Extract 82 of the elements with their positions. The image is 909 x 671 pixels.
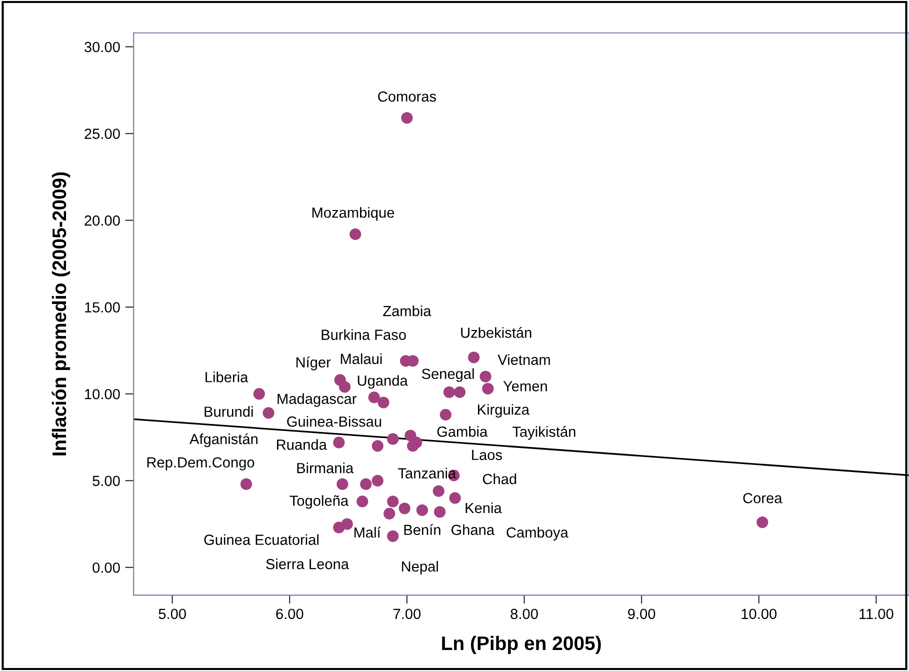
annotation: Malaui (340, 353, 382, 364)
annotation: Liberia (206, 372, 248, 382)
point (356, 496, 368, 508)
point (350, 228, 362, 240)
point (372, 474, 384, 486)
annotation: Birmania (297, 462, 354, 474)
point (482, 382, 494, 394)
annotation: Nepal (402, 560, 438, 575)
y-tick-label: 0.00 (92, 562, 120, 573)
annotation: Uganda (358, 375, 408, 389)
annotation: Ghana (451, 524, 495, 536)
x-tick-label: 9.00 (628, 608, 656, 620)
x-tick-label: 5.00 (158, 608, 186, 620)
x-tick-label: 8.00 (510, 608, 538, 620)
annotation: Mozambique (312, 207, 394, 221)
annotation: Afganistán (190, 433, 258, 448)
point (387, 433, 399, 445)
x-axis-title: Ln (Pibp en 2005) (442, 636, 601, 654)
point (454, 386, 466, 398)
point (336, 478, 348, 490)
x-tick-label: 10.00 (742, 608, 777, 620)
point (434, 506, 446, 518)
point (368, 392, 380, 404)
annotation: Camboya (506, 526, 568, 541)
point (387, 496, 399, 508)
annotation: Togoleña (290, 495, 349, 509)
point (406, 440, 419, 452)
annotation: Kirguiza (478, 404, 530, 418)
annotation: Comoras (378, 91, 436, 102)
annotation: Ruanda (277, 439, 327, 450)
point (440, 408, 452, 420)
annotation: Vietnam (498, 354, 550, 365)
point (416, 504, 428, 516)
annotation: Chad (482, 473, 516, 484)
annotation: Kenia (466, 502, 502, 514)
y-tick-label: 10.00 (85, 388, 120, 400)
point (756, 516, 768, 528)
y-tick-label: 30.00 (84, 42, 120, 52)
y-axis-title: Inflación promedio (2005-2009) (52, 172, 70, 456)
annotation: Madagascar (278, 393, 357, 407)
annotation: Gambia (437, 426, 488, 437)
annotation: Uzbekistán (461, 327, 532, 338)
point (253, 388, 265, 400)
annotation: Guinea-Bissau (287, 416, 382, 427)
point (341, 518, 353, 530)
point (240, 478, 252, 490)
point (398, 502, 410, 514)
annotation: Laos (472, 450, 502, 460)
annotation: Rep.Dem.Congo (147, 457, 254, 470)
point (262, 407, 274, 419)
point (338, 381, 351, 393)
annotation: Malí (354, 526, 381, 538)
point (384, 508, 396, 520)
x-tick-label: 7.00 (394, 608, 421, 620)
point (432, 485, 444, 497)
annotation: Benín (404, 524, 440, 536)
point (378, 396, 390, 408)
x-tick-label: 11.00 (860, 608, 894, 620)
point (333, 436, 345, 448)
annotation: Sierra Leona (266, 558, 349, 570)
y-tick-label: 15.00 (85, 302, 120, 313)
y-tick-label: 25.00 (84, 128, 120, 139)
y-tick-label: 20.00 (84, 215, 120, 226)
annotation: Senegal (422, 368, 474, 382)
point (372, 440, 384, 452)
annotation: Tayikistán (512, 426, 576, 440)
annotation: Burundi (204, 406, 253, 417)
annotation: Corea (743, 492, 782, 504)
point (480, 370, 492, 382)
point (387, 530, 399, 542)
point (443, 386, 455, 398)
y-tick-label: 5.00 (92, 476, 120, 486)
annotation: Guinea Ecuatorial (204, 534, 318, 545)
point (468, 352, 480, 364)
point (360, 478, 372, 490)
x-tick-label: 6.00 (276, 608, 304, 620)
annotation: Zambia (383, 305, 432, 316)
annotation: Yemen (503, 381, 547, 392)
annotation: Burkina Faso (322, 329, 406, 340)
point (449, 492, 461, 504)
point (401, 112, 413, 124)
annotation: Níger (296, 356, 331, 370)
